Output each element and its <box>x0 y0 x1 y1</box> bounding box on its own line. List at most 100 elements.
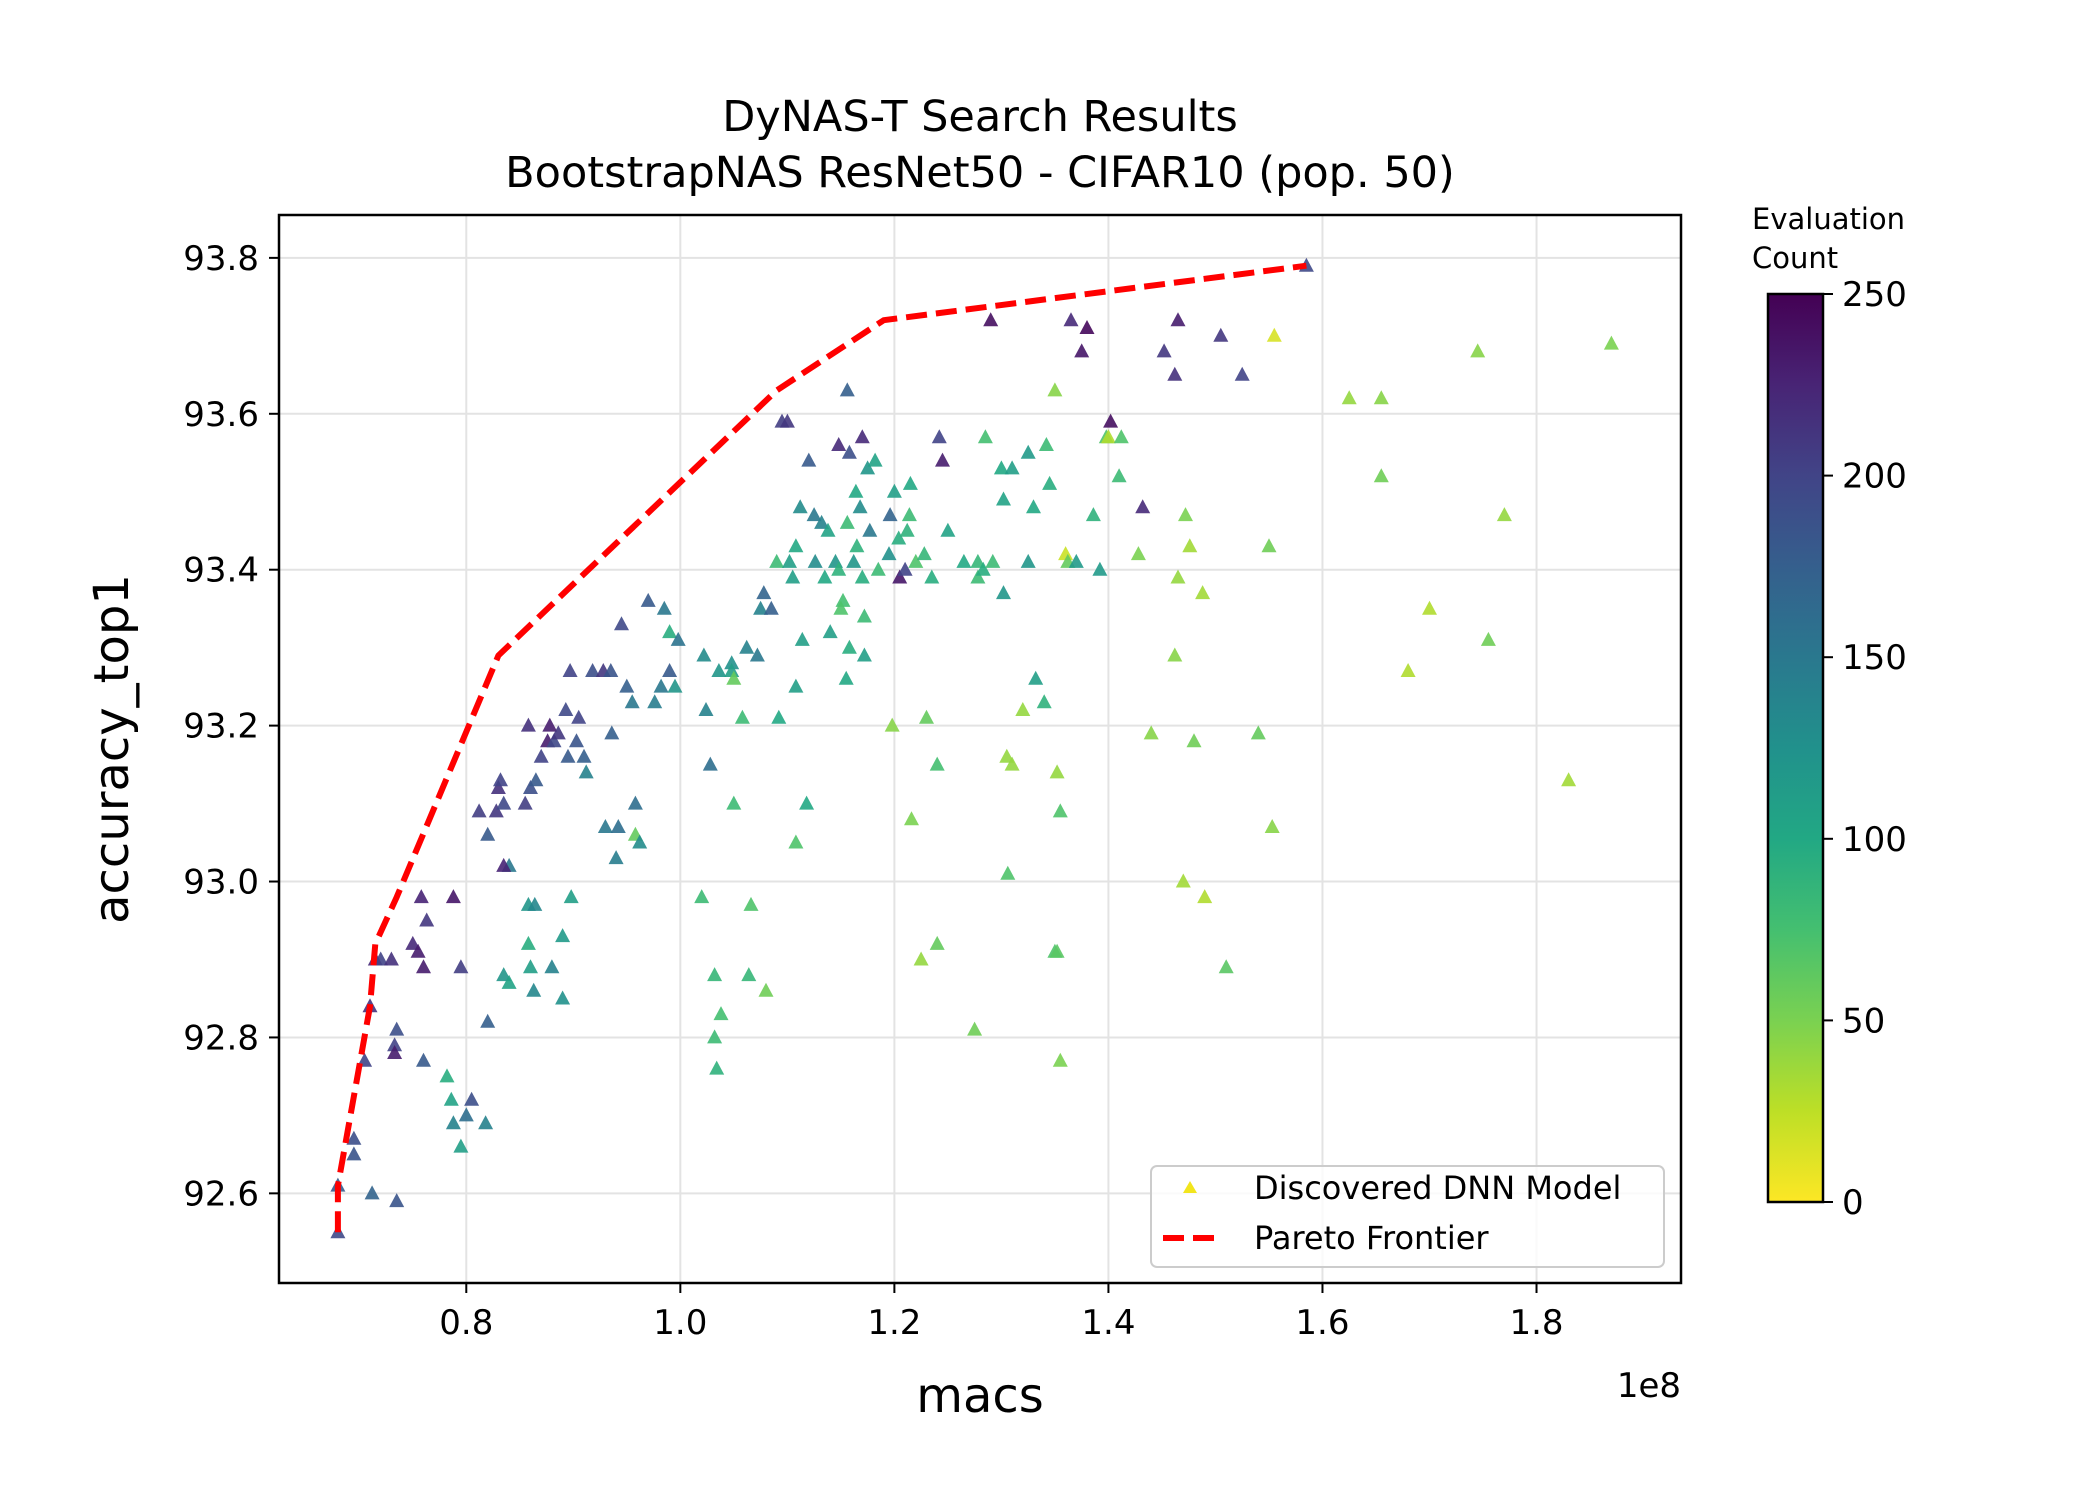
model-point <box>527 896 543 911</box>
model-point <box>724 655 740 670</box>
model-point <box>794 631 810 646</box>
model-point <box>416 1052 431 1067</box>
pareto-line <box>334 262 1307 1233</box>
model-point <box>1261 538 1277 553</box>
model-point <box>1026 499 1041 514</box>
model-point <box>899 522 915 537</box>
model-point <box>739 639 755 654</box>
model-point <box>983 312 999 327</box>
model-point <box>578 764 594 779</box>
model-point <box>445 1115 461 1130</box>
model-point <box>520 935 536 950</box>
model-point <box>1079 320 1095 334</box>
model-point <box>753 600 769 615</box>
model-point <box>1092 561 1108 576</box>
model-point <box>970 553 986 568</box>
model-point <box>698 702 714 716</box>
model-point <box>1266 327 1282 342</box>
model-point <box>1036 694 1052 709</box>
model-point <box>935 452 950 467</box>
model-point <box>604 725 620 740</box>
colorbar-tick-label: 200 <box>1842 457 1907 497</box>
model-point <box>881 546 897 561</box>
model-point <box>929 935 945 950</box>
model-point <box>867 452 883 467</box>
model-point <box>841 639 857 654</box>
x-offset-label: 1e8 <box>1617 1366 1681 1406</box>
model-point <box>839 382 855 397</box>
model-point <box>416 959 431 974</box>
model-point <box>1049 943 1065 958</box>
model-point <box>913 951 929 966</box>
model-point <box>488 803 504 818</box>
model-point <box>967 1021 983 1036</box>
model-point <box>975 561 991 576</box>
model-point <box>985 553 1001 568</box>
model-point <box>749 647 765 662</box>
colorbar-tick-label: 50 <box>1842 1001 1885 1041</box>
model-point <box>734 709 750 724</box>
model-point <box>523 959 538 974</box>
model-point <box>848 483 864 498</box>
model-point <box>860 460 876 475</box>
legend-box <box>1150 1165 1665 1268</box>
model-point <box>458 1107 474 1122</box>
model-point <box>656 600 672 615</box>
model-point <box>931 429 947 444</box>
model-point <box>833 600 849 615</box>
plot-background <box>279 215 1681 1283</box>
legend-marker-triangle <box>1183 1181 1197 1193</box>
model-point <box>977 429 993 444</box>
x-tick-label: 1.8 <box>1509 1303 1563 1343</box>
model-point <box>389 1021 405 1036</box>
y-tick-label: 92.8 <box>183 1018 259 1058</box>
model-point <box>480 1013 496 1028</box>
model-point <box>924 569 940 584</box>
model-point <box>410 943 426 958</box>
x-tick-label: 1.0 <box>653 1303 707 1343</box>
y-tick-label: 92.6 <box>183 1174 259 1214</box>
model-point <box>1143 725 1159 740</box>
model-point <box>1197 889 1213 904</box>
model-point <box>419 912 435 927</box>
model-point <box>841 444 857 459</box>
model-point <box>711 663 727 677</box>
model-point <box>763 600 779 615</box>
model-point <box>788 538 804 553</box>
model-point <box>707 967 723 982</box>
model-point <box>902 475 918 490</box>
x-tick-label: 1.2 <box>867 1303 921 1343</box>
model-point <box>1085 507 1101 522</box>
model-point <box>785 569 801 584</box>
model-point <box>357 1052 373 1067</box>
model-point <box>610 819 626 833</box>
model-point <box>1049 764 1065 779</box>
model-point <box>1170 569 1186 584</box>
model-point <box>1058 546 1074 561</box>
model-point <box>1341 390 1357 405</box>
model-point <box>667 678 683 693</box>
model-point <box>555 928 571 943</box>
model-point <box>849 538 865 553</box>
model-point <box>1400 663 1416 677</box>
model-point <box>820 522 836 537</box>
model-point <box>817 569 833 584</box>
model-point <box>854 429 870 444</box>
model-point <box>696 647 712 662</box>
model-point <box>493 772 508 787</box>
chart-title: DyNAS-T Search Results <box>722 92 1238 142</box>
model-point <box>533 748 549 763</box>
model-point <box>550 725 566 740</box>
model-point <box>619 678 635 693</box>
colorbar-tick-label: 250 <box>1842 275 1907 315</box>
model-point <box>771 709 787 724</box>
model-point <box>919 709 934 724</box>
model-point <box>346 1130 362 1145</box>
model-point <box>632 834 648 849</box>
model-point <box>1218 959 1234 974</box>
model-point <box>904 811 919 826</box>
model-point <box>585 663 601 677</box>
model-point <box>779 413 795 428</box>
model-point <box>1167 647 1183 662</box>
model-point <box>576 748 592 763</box>
